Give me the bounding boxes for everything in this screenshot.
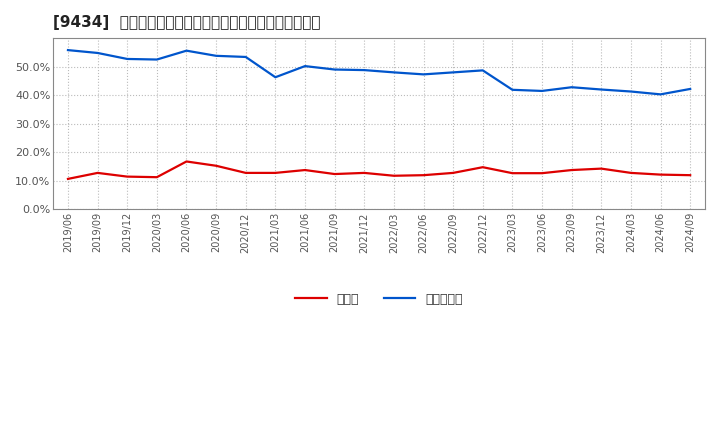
現預金 <box>626 170 635 176</box>
現預金 <box>63 176 72 182</box>
有利子負債 <box>538 88 546 94</box>
現預金 <box>508 171 517 176</box>
有利子負債 <box>301 63 310 69</box>
現預金 <box>94 170 102 176</box>
現預金 <box>182 159 191 164</box>
現預金 <box>301 167 310 172</box>
有利子負債 <box>63 48 72 53</box>
Line: 現預金: 現預金 <box>68 161 690 179</box>
有利子負債 <box>271 75 279 80</box>
有利子負債 <box>390 70 398 75</box>
Line: 有利子負債: 有利子負債 <box>68 50 690 94</box>
現預金 <box>123 174 132 179</box>
有利子負債 <box>597 87 606 92</box>
現預金 <box>271 170 279 176</box>
Text: [9434]  現預金、有利子負債の総資産に対する比率の推移: [9434] 現預金、有利子負債の総資産に対する比率の推移 <box>53 15 320 30</box>
有利子負債 <box>360 67 369 73</box>
有利子負債 <box>330 67 339 72</box>
有利子負債 <box>449 70 457 75</box>
Legend: 現預金, 有利子負債: 現預金, 有利子負債 <box>290 288 468 311</box>
現預金 <box>479 165 487 170</box>
現預金 <box>656 172 665 177</box>
有利子負債 <box>153 57 161 62</box>
有利子負債 <box>479 68 487 73</box>
有利子負債 <box>567 84 576 90</box>
現預金 <box>686 172 695 178</box>
有利子負債 <box>123 56 132 62</box>
現預金 <box>597 166 606 171</box>
現預金 <box>419 172 428 178</box>
現預金 <box>390 173 398 178</box>
現預金 <box>330 172 339 177</box>
有利子負債 <box>94 50 102 55</box>
有利子負債 <box>212 53 220 59</box>
現預金 <box>538 171 546 176</box>
有利子負債 <box>686 86 695 92</box>
有利子負債 <box>182 48 191 53</box>
現預金 <box>212 163 220 169</box>
有利子負債 <box>656 92 665 97</box>
有利子負債 <box>626 89 635 94</box>
有利子負債 <box>508 87 517 92</box>
有利子負債 <box>241 54 250 59</box>
現預金 <box>449 170 457 176</box>
現預金 <box>241 170 250 176</box>
現預金 <box>567 167 576 172</box>
現預金 <box>360 170 369 176</box>
現預金 <box>153 175 161 180</box>
有利子負債 <box>419 72 428 77</box>
